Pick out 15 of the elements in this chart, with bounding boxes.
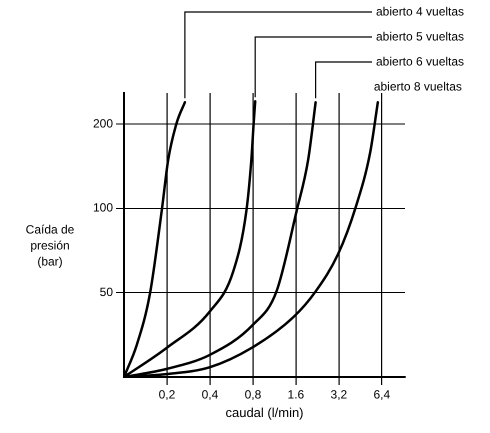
y-axis-title: Caída de presión (bar) — [26, 222, 75, 268]
text: abierto 6 vueltas — [376, 54, 464, 68]
y-tick-label: 50 — [100, 284, 114, 299]
text: abierto 5 vueltas — [376, 29, 464, 44]
x-tick-label: 0,8 — [244, 388, 262, 402]
x-tick-label: 1.6 — [288, 388, 305, 402]
x-tick-label: 6,4 — [373, 388, 390, 402]
y-tick-label: 100 — [92, 200, 114, 215]
text: abierto 4 vueltas — [376, 4, 464, 18]
x-tick-label: 0,2 — [158, 388, 176, 402]
x-tick-label: 0,4 — [202, 388, 219, 402]
x-axis-title: caudal (l/min) — [225, 404, 304, 420]
series-label: abierto 8 vueltas — [374, 79, 462, 94]
x-tick-label: 3,2 — [330, 388, 348, 402]
y-tick-label: 200 — [92, 116, 114, 130]
